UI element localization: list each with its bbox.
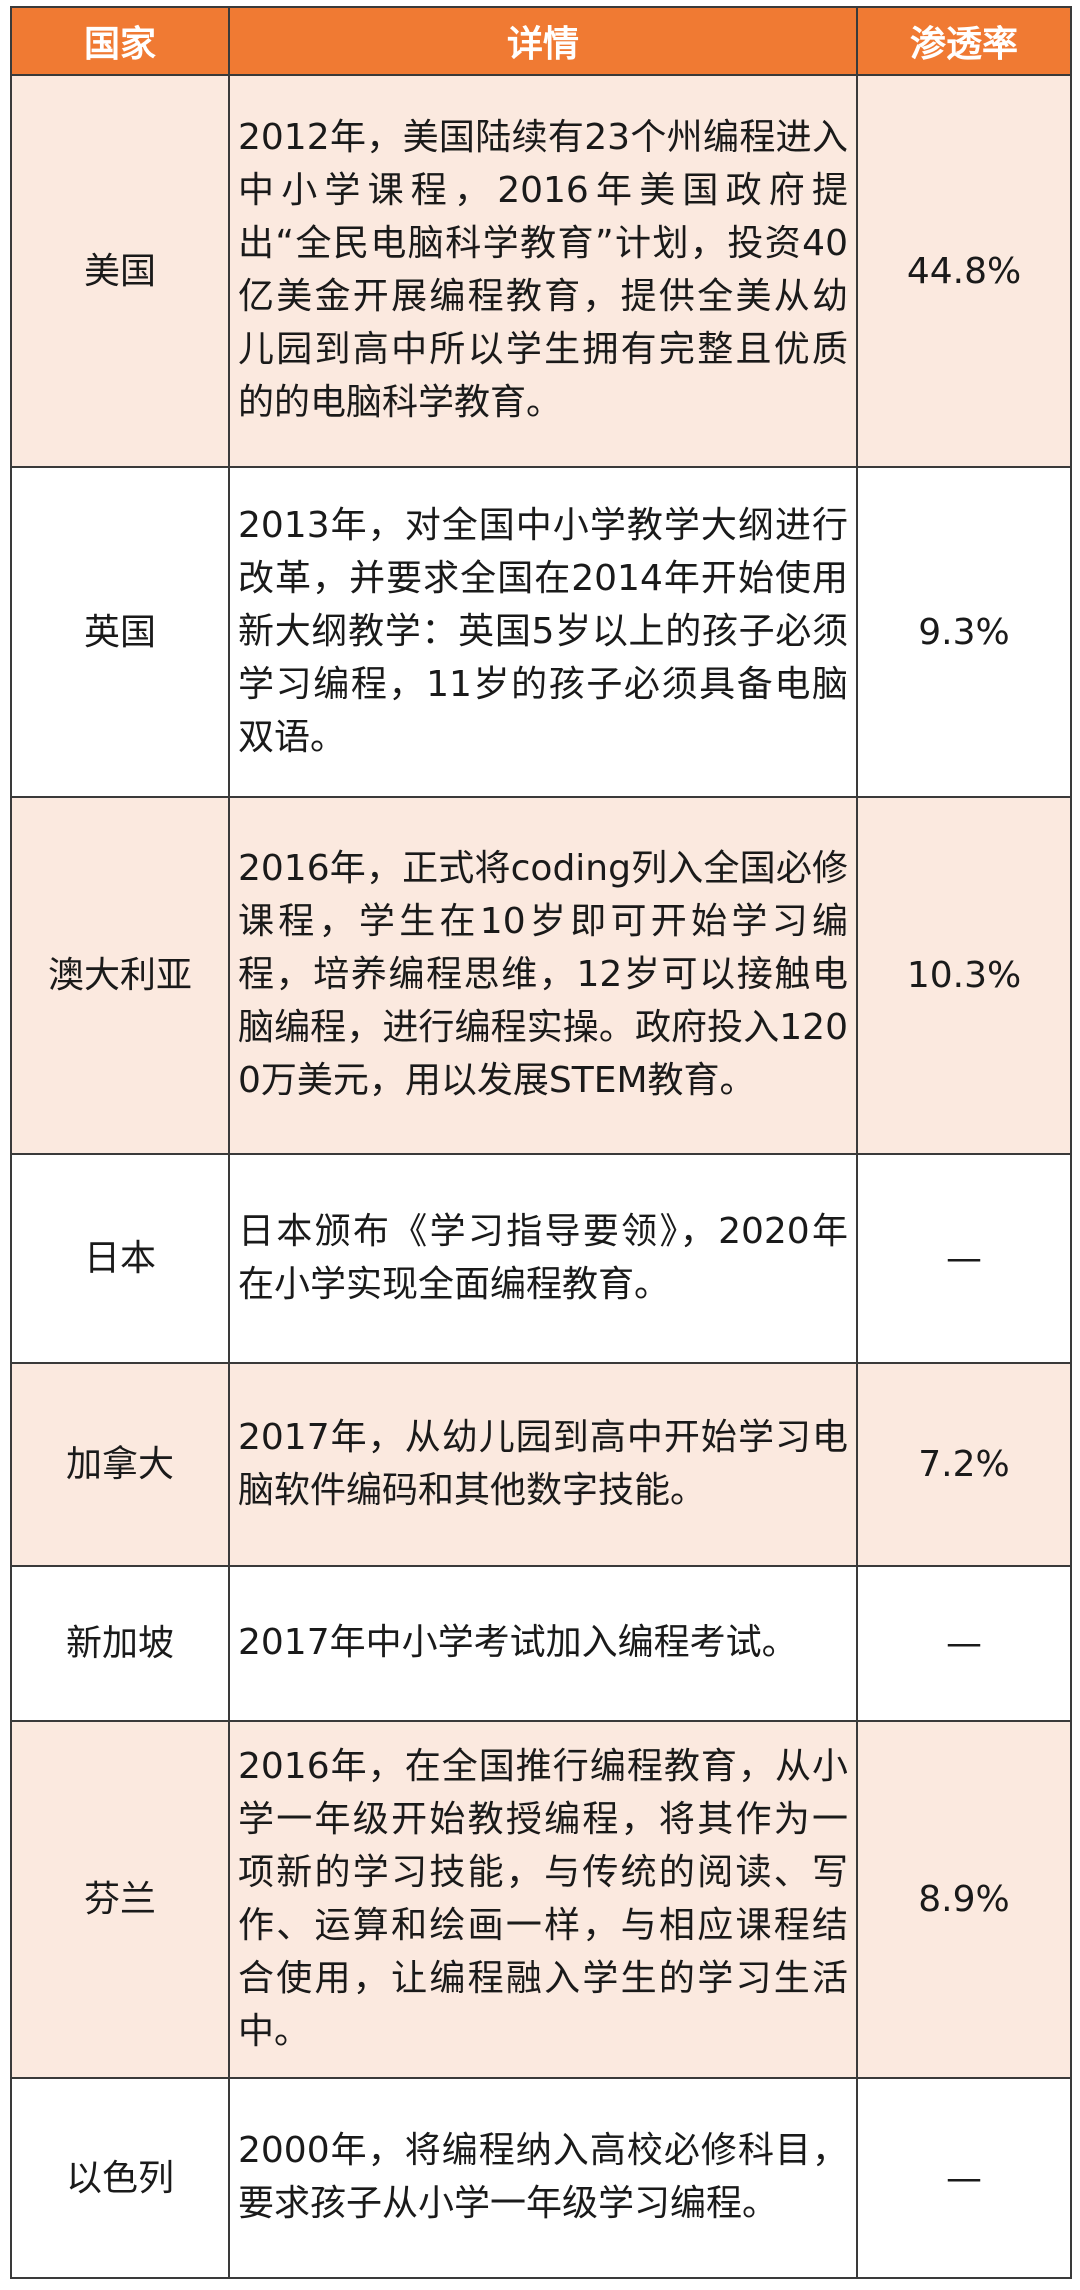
header-country: 国家 <box>10 6 230 76</box>
rate-cell: — <box>856 1153 1072 1364</box>
table-row-singapore: 新加坡 2017年中小学考试加入编程考试。 — <box>10 1565 1072 1722</box>
rate-cell: — <box>856 1565 1072 1722</box>
table-row-israel: 以色列 2000年，将编程纳入高校必修科目，要求孩子从小学一年级学习编程。 — <box>10 2077 1072 2279</box>
education-table: 国家 详情 渗透率 美国 2012年，美国陆续有23个州编程进入中小学课程，20… <box>10 6 1072 2279</box>
detail-cell: 2017年中小学考试加入编程考试。 <box>228 1565 858 1722</box>
detail-cell: 2012年，美国陆续有23个州编程进入中小学课程，2016年美国政府提出“全民电… <box>228 74 858 468</box>
rate-cell: 8.9% <box>856 1720 1072 2079</box>
table-row-finland: 芬兰 2016年，在全国推行编程教育，从小学一年级开始教授编程，将其作为一项新的… <box>10 1720 1072 2079</box>
country-cell: 澳大利亚 <box>10 796 230 1155</box>
country-cell: 加拿大 <box>10 1362 230 1567</box>
rate-cell: 9.3% <box>856 466 1072 798</box>
detail-cell: 2016年，在全国推行编程教育，从小学一年级开始教授编程，将其作为一项新的学习技… <box>228 1720 858 2079</box>
detail-cell: 2000年，将编程纳入高校必修科目，要求孩子从小学一年级学习编程。 <box>228 2077 858 2279</box>
rate-cell: 44.8% <box>856 74 1072 468</box>
table-row-canada: 加拿大 2017年，从幼儿园到高中开始学习电脑软件编码和其他数字技能。 7.2% <box>10 1362 1072 1567</box>
rate-cell: 7.2% <box>856 1362 1072 1567</box>
country-cell: 日本 <box>10 1153 230 1364</box>
detail-cell: 2013年，对全国中小学教学大纲进行改革，并要求全国在2014年开始使用新大纲教… <box>228 466 858 798</box>
detail-cell: 2017年，从幼儿园到高中开始学习电脑软件编码和其他数字技能。 <box>228 1362 858 1567</box>
country-cell: 英国 <box>10 466 230 798</box>
detail-cell: 日本颁布《学习指导要领》，2020年在小学实现全面编程教育。 <box>228 1153 858 1364</box>
table-row-australia: 澳大利亚 2016年，正式将coding列入全国必修课程，学生在10岁即可开始学… <box>10 796 1072 1155</box>
table-row-usa: 美国 2012年，美国陆续有23个州编程进入中小学课程，2016年美国政府提出“… <box>10 74 1072 468</box>
country-cell: 新加坡 <box>10 1565 230 1722</box>
table-row-japan: 日本 日本颁布《学习指导要领》，2020年在小学实现全面编程教育。 — <box>10 1153 1072 1364</box>
country-cell: 美国 <box>10 74 230 468</box>
table-row-uk: 英国 2013年，对全国中小学教学大纲进行改革，并要求全国在2014年开始使用新… <box>10 466 1072 798</box>
country-cell: 芬兰 <box>10 1720 230 2079</box>
rate-cell: — <box>856 2077 1072 2279</box>
header-detail: 详情 <box>228 6 858 76</box>
header-row: 国家 详情 渗透率 <box>10 6 1072 76</box>
detail-cell: 2016年，正式将coding列入全国必修课程，学生在10岁即可开始学习编程，培… <box>228 796 858 1155</box>
rate-cell: 10.3% <box>856 796 1072 1155</box>
header-rate: 渗透率 <box>856 6 1072 76</box>
country-cell: 以色列 <box>10 2077 230 2279</box>
